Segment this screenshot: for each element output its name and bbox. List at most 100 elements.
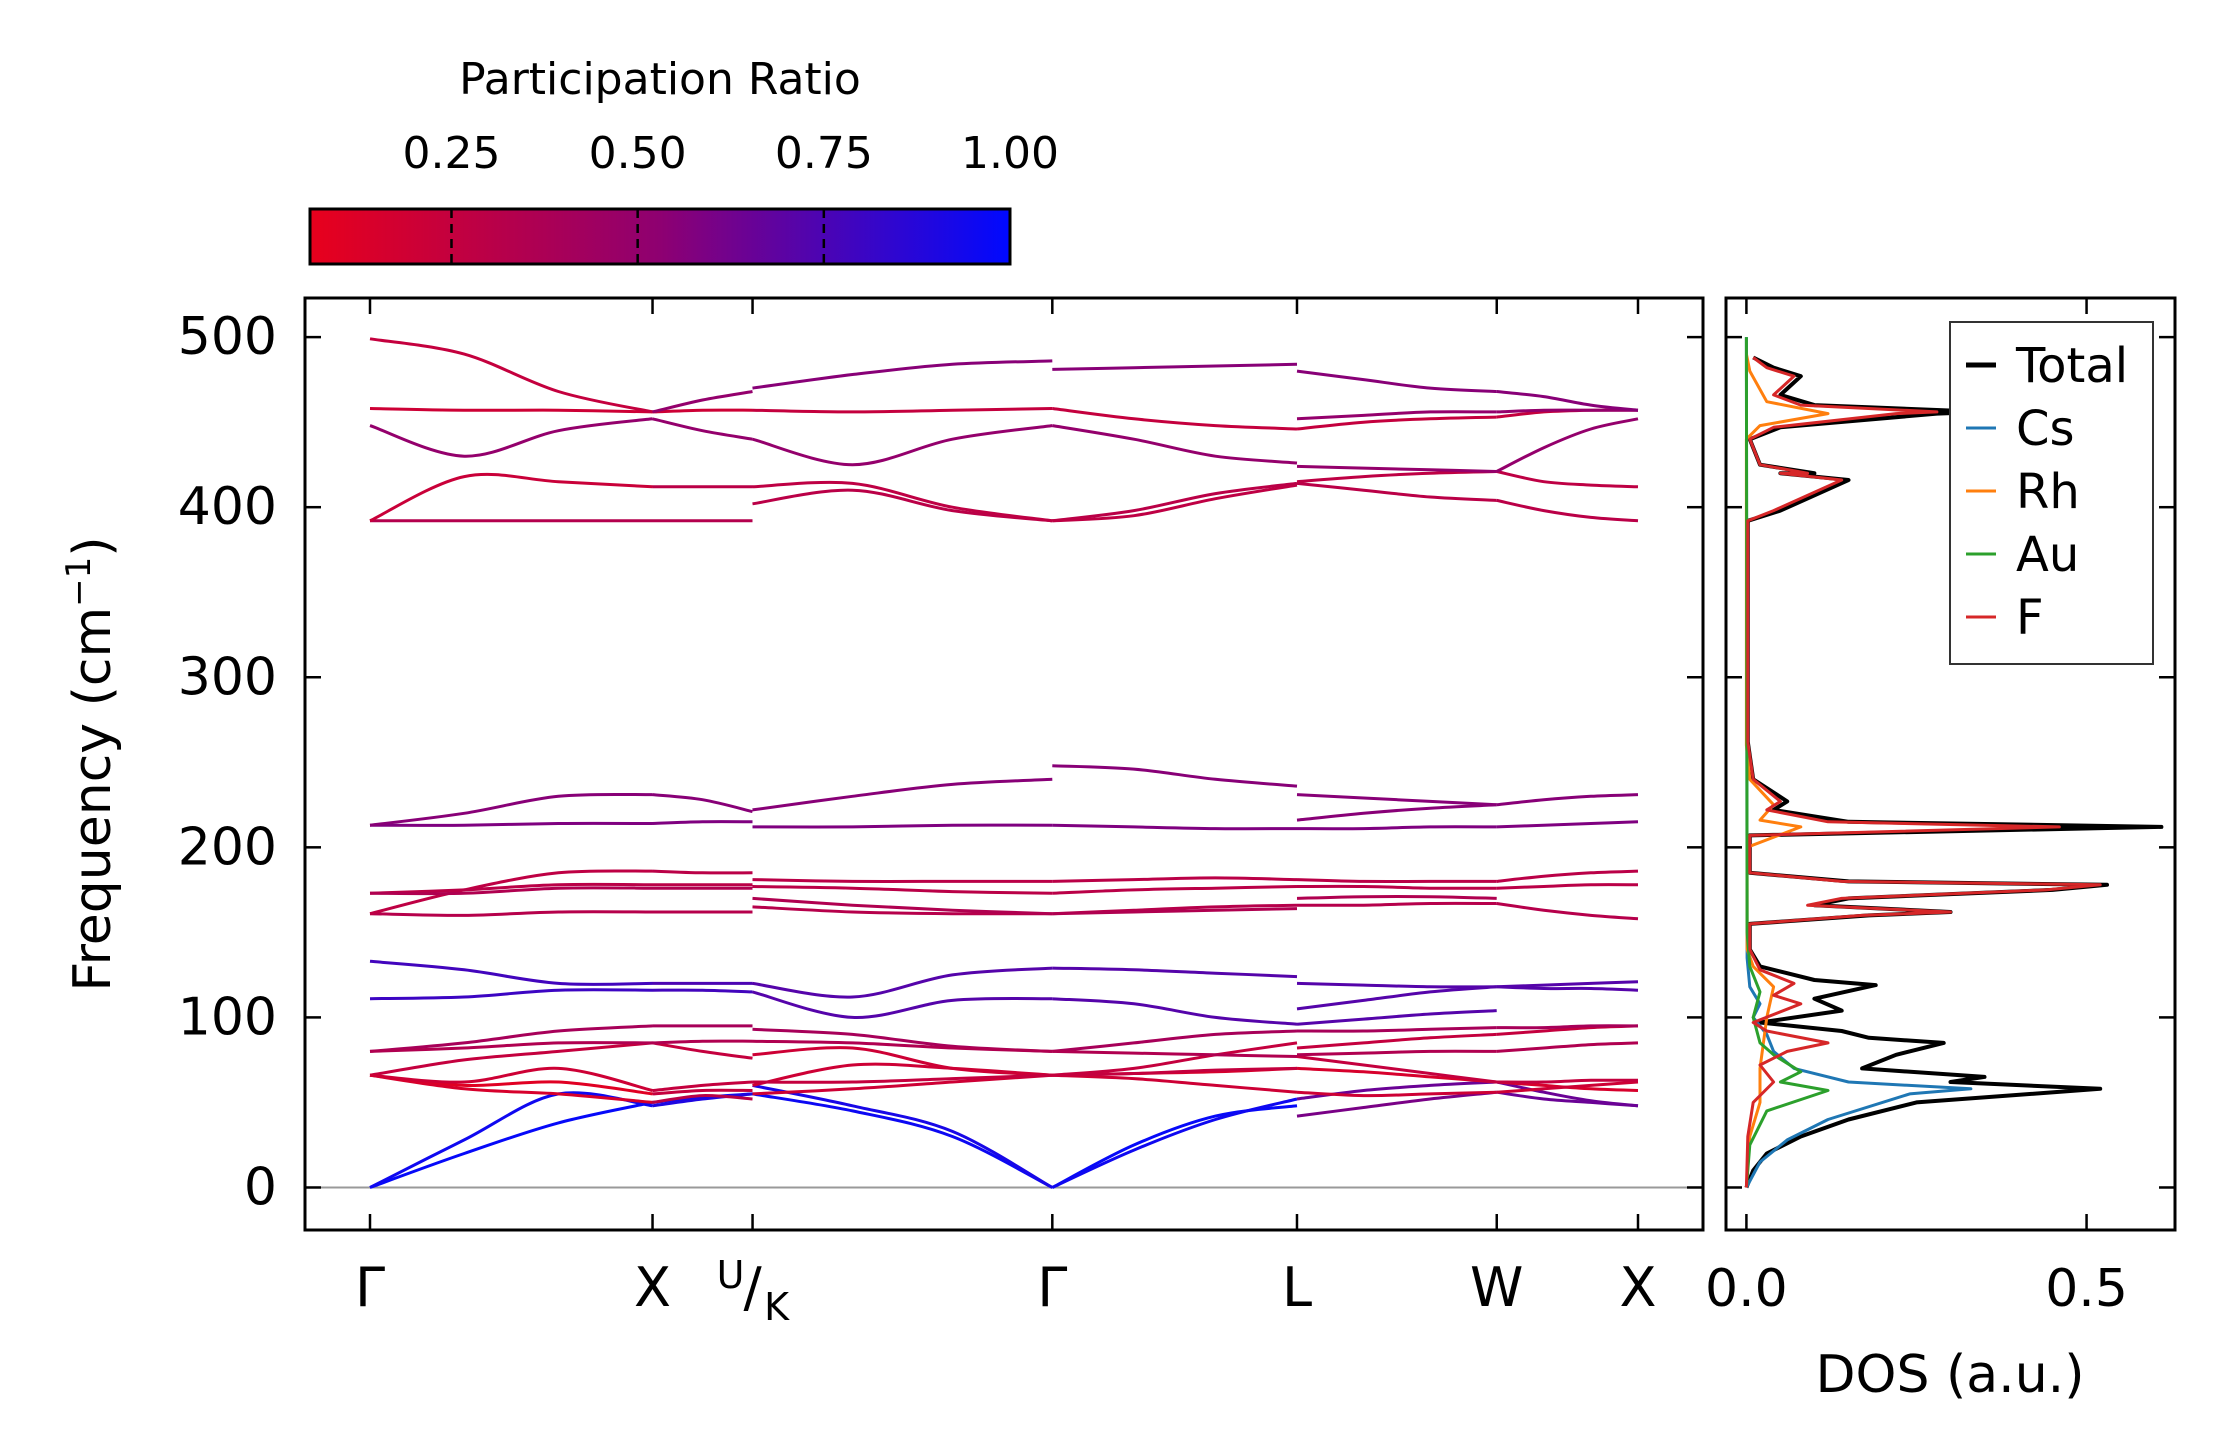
phonon-band [369, 1091, 653, 1189]
phonon-band [1051, 1104, 1298, 1189]
phonon-band [369, 910, 653, 917]
phonon-band [1296, 793, 1497, 807]
phonon-band [1496, 980, 1639, 989]
k-path-axis: Γ X Γ L W X U/K [355, 298, 1657, 1329]
phonon-band [1052, 885, 1298, 895]
colorbar: Participation Ratio 0.25 0.50 0.75 1.00 [308, 54, 1059, 266]
phonon-band [1052, 823, 1298, 831]
kpoint-label: L [1282, 1256, 1312, 1319]
kpoint-label: X [1620, 1256, 1657, 1319]
phonon-band [1296, 803, 1497, 822]
phonon-band [752, 823, 1053, 829]
phonon-band [652, 390, 753, 414]
phonon-band [1052, 1073, 1298, 1094]
phonon-band [1296, 1009, 1497, 1026]
legend-label: Rh [2016, 464, 2080, 520]
phonon-band [1496, 985, 1639, 992]
phonon-band [1052, 362, 1298, 371]
phonon-band [1496, 1024, 1639, 1030]
phonon-band [752, 1039, 1053, 1053]
phonon-band [1052, 1049, 1298, 1058]
phonon-band [1296, 981, 1497, 989]
phonon-band [652, 1039, 753, 1045]
phonon-band [752, 1073, 1053, 1084]
phonon-band [752, 488, 1053, 523]
phonon-band [1496, 1080, 1639, 1108]
phonon-band [652, 1088, 753, 1096]
dos-curve-au [1744, 337, 1830, 1188]
phonon-band [1496, 793, 1639, 807]
colorbar-tick-label: 0.25 [403, 128, 501, 179]
dos-legend: Total Cs Rh Au F [1949, 321, 2154, 665]
phonon-band [1052, 907, 1298, 916]
phonon-band [1496, 408, 1638, 414]
phonon-band [1296, 985, 1497, 1011]
phonon-band [369, 472, 653, 523]
frequency-tick-label: 100 [178, 987, 277, 1047]
frequency-axis-label-exponent: −1 [59, 557, 99, 607]
phonon-band [752, 905, 1053, 916]
frequency-tick-label: 300 [178, 647, 277, 707]
phonon-band [1496, 820, 1639, 829]
frequency-tick-label: 400 [178, 477, 277, 537]
kpoint-label-k: K [764, 1285, 790, 1329]
dos-plot-frame [1724, 296, 2177, 1232]
phonon-band [752, 1092, 1053, 1189]
phonon-band [752, 966, 1053, 999]
phonon-band [1496, 390, 1639, 412]
phonon-band [369, 1100, 653, 1189]
phonon-band [752, 1083, 1054, 1189]
phonon-band [1496, 470, 1639, 489]
phonon-band [752, 1046, 1053, 1077]
phonon-band [1296, 1090, 1497, 1098]
phonon-band [752, 885, 1053, 895]
phonon-band [1052, 424, 1298, 465]
phonon-band [369, 988, 653, 1001]
phonon-band [652, 408, 753, 414]
kpoint-label: Γ [1037, 1256, 1067, 1319]
phonon-band [1052, 407, 1298, 431]
dos-panel: 0.0 0.5 DOS (a.u.) Total Cs Rh Au F [1705, 296, 2177, 1405]
phonon-band [752, 1073, 1053, 1096]
frequency-axis-label: Frequency (cm−1) [59, 536, 123, 991]
kpoint-label: X [634, 1256, 671, 1319]
phonon-band [1296, 415, 1497, 431]
phonon-band [369, 1041, 653, 1077]
frequency-tick-label: 0 [244, 1157, 277, 1217]
phonon-band [652, 1092, 753, 1108]
kpoint-label: W [1470, 1256, 1523, 1319]
phonon-band [1496, 883, 1639, 890]
kpoint-label: Γ [355, 1256, 385, 1319]
phonon-band [1296, 464, 1497, 473]
phonon-band [369, 417, 653, 458]
phonon-band [369, 886, 653, 896]
frequency-tick-label: 200 [178, 817, 277, 877]
phonon-band [1296, 369, 1497, 393]
colorbar-tick-labels: 0.25 0.50 0.75 1.00 [403, 128, 1059, 179]
phonon-band [369, 407, 653, 414]
phonon-band [1052, 1066, 1298, 1077]
phonon-band [1496, 498, 1639, 523]
frequency-axis-label-close: ) [63, 536, 123, 556]
phonon-band [652, 1094, 753, 1104]
phonon-band [369, 337, 653, 414]
phonon-band [1052, 1041, 1298, 1077]
phonon-band [1052, 1029, 1298, 1053]
phonon-band [1496, 417, 1639, 473]
phonon-band [652, 1041, 753, 1060]
frequency-axis-label-main: Frequency (cm [63, 607, 123, 992]
dos-frequency-ticks [1726, 335, 2175, 1189]
phonon-band [1051, 1097, 1298, 1189]
phonon-band [1296, 410, 1497, 421]
phonon-band [652, 793, 753, 814]
phonon-band [1052, 764, 1298, 788]
phonon-band [752, 990, 1053, 1019]
colorbar-tick-label: 0.50 [589, 128, 687, 179]
phonon-band [1052, 876, 1298, 883]
phonon-band [1496, 1041, 1639, 1053]
phonon-band [1296, 481, 1497, 502]
phonon-band [652, 417, 753, 441]
phonon-band [369, 1066, 653, 1092]
legend-label: Total [2015, 338, 2128, 394]
phonon-band [1296, 1026, 1497, 1033]
